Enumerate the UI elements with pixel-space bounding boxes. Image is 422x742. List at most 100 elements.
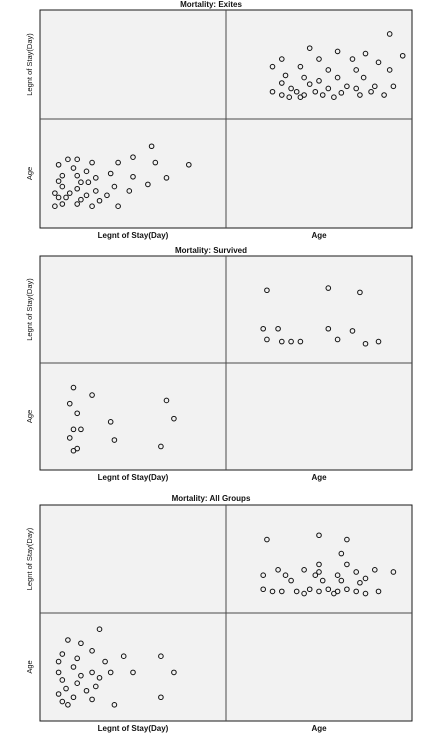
data-point: [65, 702, 71, 708]
data-point: [316, 561, 322, 568]
data-point: [279, 56, 285, 62]
x-axis-label: Age: [311, 724, 327, 733]
data-point: [344, 83, 350, 90]
data-point: [264, 536, 270, 543]
data-point: [306, 586, 313, 593]
data-point: [301, 567, 307, 573]
data-point: [93, 175, 99, 181]
data-point: [362, 50, 369, 57]
data-point: [375, 338, 382, 345]
x-axis-label: Legnt of Stay(Day): [98, 473, 169, 482]
data-point: [115, 203, 121, 209]
data-point: [59, 698, 66, 705]
data-point: [331, 94, 337, 100]
data-point: [63, 194, 69, 201]
data-point: [89, 159, 95, 166]
scatter-matrix: Legnt of Stay(Day) Age Legnt of Stay(Day) A…: [25, 504, 413, 733]
data-point: [163, 397, 170, 404]
data-point: [297, 338, 304, 345]
data-point: [269, 63, 276, 70]
data-point: [306, 81, 313, 87]
data-point: [353, 67, 360, 73]
data-point: [171, 415, 177, 422]
data-point: [293, 588, 300, 595]
data-point: [66, 190, 73, 196]
x-axis-label: Age: [311, 231, 327, 240]
data-point: [286, 94, 293, 100]
data-point: [158, 694, 164, 701]
data-point: [83, 168, 90, 175]
data-point: [148, 143, 155, 150]
data-point: [338, 550, 345, 557]
data-point: [111, 183, 118, 190]
data-point: [171, 669, 177, 676]
x-axis-label: Legnt of Stay(Day): [98, 724, 169, 733]
data-point: [55, 691, 62, 697]
data-point: [279, 92, 285, 98]
data-point: [158, 653, 164, 659]
data-point: [386, 31, 393, 37]
y-axis-label: Legnt of Stay(Day): [25, 278, 34, 341]
data-point: [120, 653, 127, 659]
data-point: [89, 669, 95, 676]
data-point: [334, 48, 341, 55]
data-point: [74, 172, 80, 179]
x-axis-label: Age: [311, 473, 327, 482]
data-point: [74, 185, 80, 192]
panel-all-groups: Mortality: All Groups Legnt of Stay(Day)…: [0, 494, 422, 742]
data-point: [130, 669, 136, 676]
y-axis-label: Age: [25, 410, 34, 423]
data-point: [269, 88, 276, 95]
data-point: [52, 203, 58, 209]
data-point: [78, 672, 84, 679]
data-point: [353, 569, 360, 575]
panel-title: Mortality: All Groups: [171, 494, 251, 503]
data-point: [344, 586, 350, 593]
data-point: [325, 285, 332, 291]
data-point: [70, 165, 77, 171]
data-point: [59, 183, 66, 190]
data-point: [145, 181, 151, 188]
data-point: [93, 683, 99, 690]
data-point: [55, 161, 62, 168]
data-point: [316, 78, 322, 84]
data-point: [306, 45, 313, 51]
data-point: [325, 586, 332, 593]
data-point: [312, 572, 319, 578]
data-point: [96, 197, 103, 204]
data-point: [362, 575, 369, 582]
data-point: [186, 161, 192, 168]
data-point: [89, 392, 95, 398]
data-point: [293, 88, 300, 95]
data-point: [297, 63, 304, 70]
data-point: [55, 178, 62, 184]
data-point: [70, 694, 77, 701]
y-axis-label: Legnt of Stay(Day): [25, 33, 34, 96]
data-point: [260, 586, 267, 593]
data-point: [89, 203, 95, 209]
data-point: [96, 675, 103, 681]
data-point: [279, 338, 285, 345]
data-point: [316, 588, 322, 595]
data-point: [104, 192, 110, 199]
data-point: [282, 72, 289, 79]
data-point: [357, 289, 363, 296]
data-point: [357, 579, 363, 586]
data-point: [360, 74, 367, 81]
panel-title: Mortality: Survived: [174, 246, 247, 255]
data-point: [301, 74, 307, 81]
y-axis-label: Age: [25, 660, 34, 673]
data-point: [66, 400, 73, 407]
data-point: [152, 159, 159, 166]
data-point: [344, 561, 350, 568]
data-point: [275, 567, 281, 573]
data-point: [74, 201, 80, 207]
data-point: [349, 56, 356, 62]
data-point: [269, 588, 276, 595]
data-point: [78, 196, 84, 203]
data-point: [74, 655, 80, 662]
data-point: [319, 577, 326, 584]
data-point: [93, 188, 99, 194]
data-point: [66, 435, 73, 441]
data-point: [288, 85, 294, 92]
